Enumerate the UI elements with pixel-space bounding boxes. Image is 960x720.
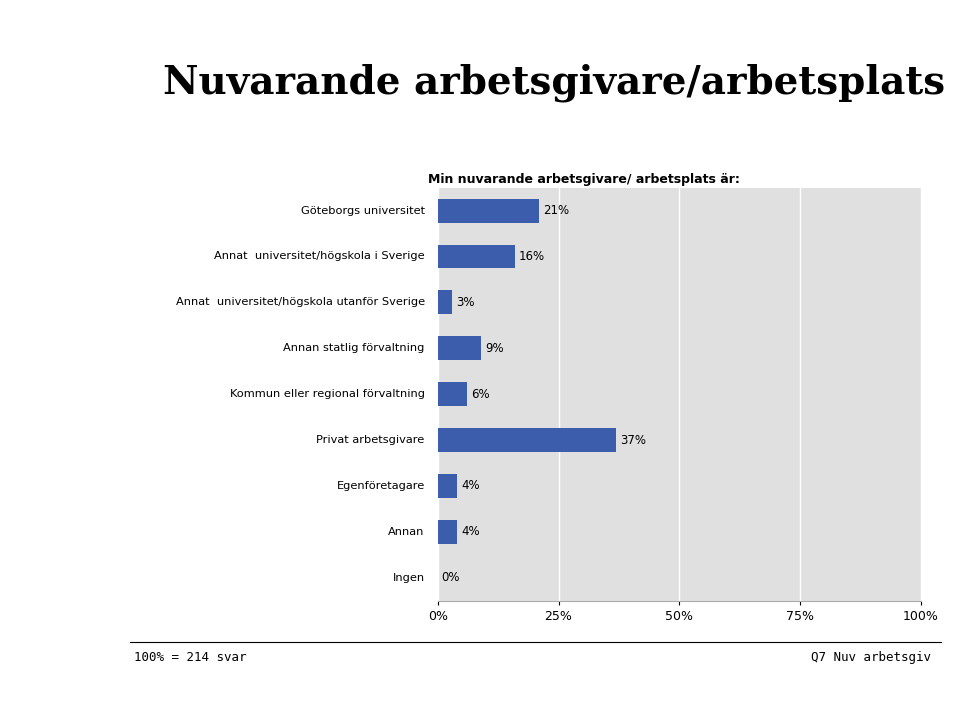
Text: GÖTEBORGS: GÖTEBORGS <box>29 287 101 297</box>
Bar <box>438 428 616 452</box>
Bar <box>438 520 457 544</box>
Text: Min nuvarande arbetsgivare/ arbetsplats är:: Min nuvarande arbetsgivare/ arbetsplats … <box>428 173 740 186</box>
Text: 100% = 214 svar: 100% = 214 svar <box>134 651 247 664</box>
Text: Privat arbetsgivare: Privat arbetsgivare <box>317 435 424 445</box>
Text: ⚘: ⚘ <box>56 120 74 139</box>
Text: Ingen: Ingen <box>393 573 424 582</box>
Text: 0%: 0% <box>442 571 460 585</box>
Text: 3%: 3% <box>456 296 474 309</box>
Text: 37%: 37% <box>620 433 646 446</box>
Text: Nuvarande arbetsgivare/arbetsplats: Nuvarande arbetsgivare/arbetsplats <box>163 63 945 102</box>
Text: 6%: 6% <box>470 387 490 401</box>
Bar <box>438 336 481 360</box>
Text: UNIVERSITET: UNIVERSITET <box>26 315 104 325</box>
Text: Annan statlig förvaltning: Annan statlig förvaltning <box>283 343 424 354</box>
Text: Annan: Annan <box>388 527 424 537</box>
Text: Annat  universitet/högskola i Sverige: Annat universitet/högskola i Sverige <box>214 251 424 261</box>
Text: Q7 Nuv arbetsgiv: Q7 Nuv arbetsgiv <box>811 651 931 664</box>
Bar <box>438 199 540 222</box>
Bar <box>438 290 452 315</box>
Text: Kommun eller regional förvaltning: Kommun eller regional förvaltning <box>229 390 424 399</box>
Text: 21%: 21% <box>543 204 569 217</box>
Bar <box>438 474 457 498</box>
Text: Sammanställd av Skrivkraft i april 2006: Sammanställd av Skrivkraft i april 2006 <box>684 693 931 706</box>
Text: 4%: 4% <box>461 526 480 539</box>
Text: 9%: 9% <box>485 342 504 355</box>
Text: Egenföretagare: Egenföretagare <box>336 481 424 491</box>
Bar <box>438 382 467 406</box>
Bar <box>438 245 516 269</box>
Text: Göteborgs universitet: Göteborgs universitet <box>300 206 424 215</box>
Text: 16%: 16% <box>519 250 545 263</box>
Text: Annat  universitet/högskola utanför Sverige: Annat universitet/högskola utanför Sveri… <box>176 297 424 307</box>
Text: 4%: 4% <box>461 480 480 492</box>
